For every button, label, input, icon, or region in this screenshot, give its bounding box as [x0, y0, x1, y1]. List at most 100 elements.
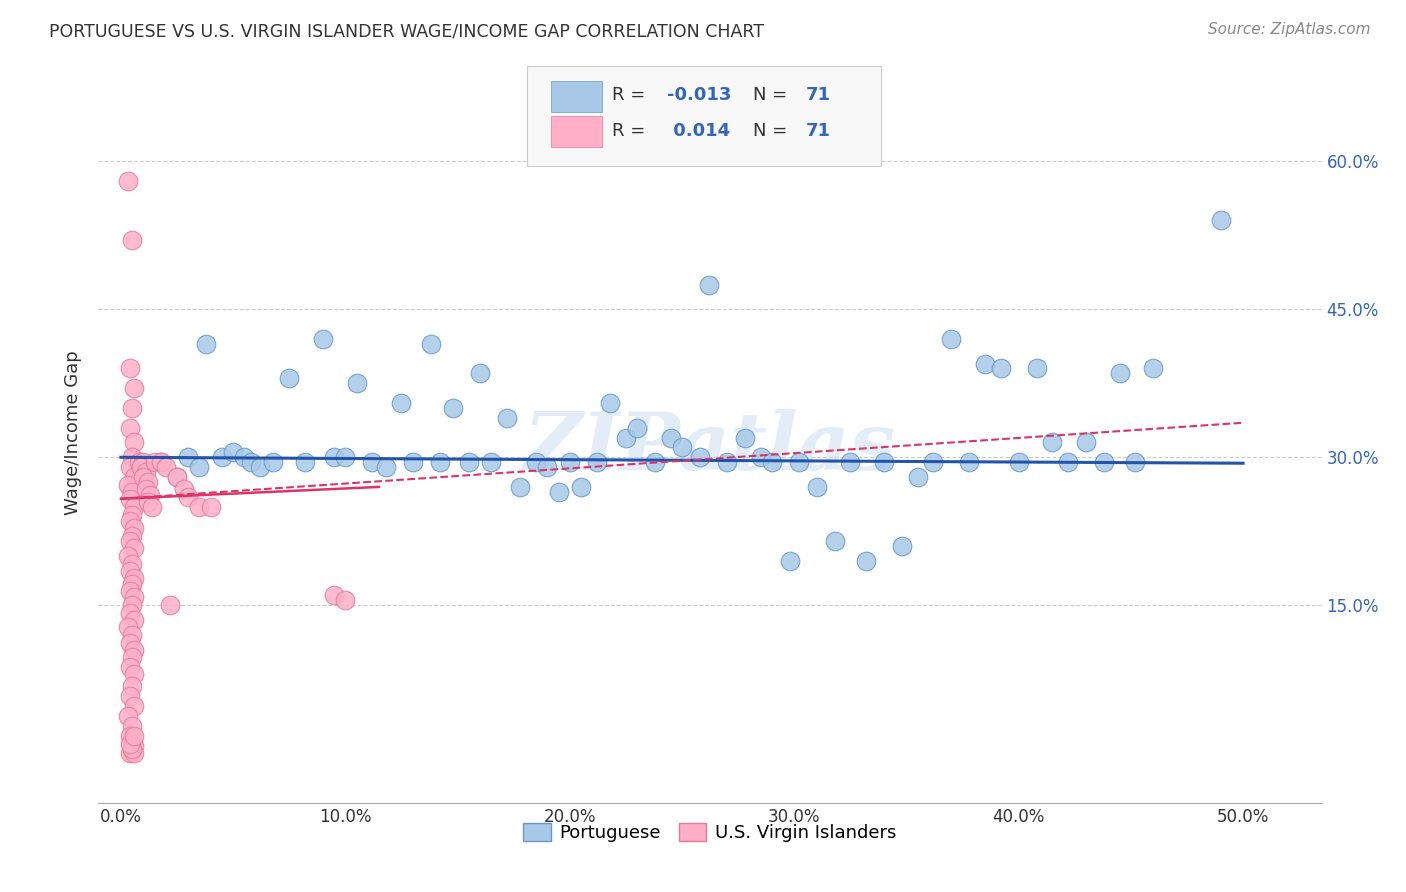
- Text: N =: N =: [752, 86, 793, 104]
- Point: [401, 455, 423, 469]
- Point: [614, 431, 637, 445]
- Point: [121, 508, 143, 522]
- Point: [922, 455, 945, 469]
- Point: [118, 607, 141, 621]
- Point: [124, 613, 146, 627]
- Point: [124, 470, 146, 484]
- Point: [1074, 435, 1097, 450]
- Point: [118, 747, 141, 761]
- Point: [166, 470, 188, 484]
- Point: [233, 450, 256, 465]
- Point: [346, 376, 368, 391]
- Legend: Portuguese, U.S. Virgin Islanders: Portuguese, U.S. Virgin Islanders: [516, 815, 904, 849]
- Point: [457, 455, 479, 469]
- Point: [121, 576, 143, 591]
- Point: [211, 450, 233, 465]
- Point: [118, 583, 141, 598]
- Point: [671, 441, 693, 455]
- Point: [1108, 367, 1130, 381]
- Point: [124, 541, 146, 555]
- Point: [335, 450, 357, 465]
- Point: [263, 455, 285, 469]
- Point: [124, 521, 146, 535]
- Point: [124, 747, 146, 761]
- Point: [374, 460, 396, 475]
- Point: [136, 494, 159, 508]
- Point: [177, 450, 200, 465]
- Point: [141, 500, 163, 514]
- Point: [419, 336, 441, 351]
- Point: [990, 361, 1012, 376]
- FancyBboxPatch shape: [551, 116, 602, 147]
- Point: [117, 174, 139, 188]
- Text: ZIPatlas: ZIPatlas: [524, 409, 896, 486]
- Point: [128, 455, 150, 469]
- Point: [524, 455, 547, 469]
- Text: PORTUGUESE VS U.S. VIRGIN ISLANDER WAGE/INCOME GAP CORRELATION CHART: PORTUGUESE VS U.S. VIRGIN ISLANDER WAGE/…: [49, 22, 765, 40]
- Point: [124, 591, 146, 605]
- Point: [1209, 213, 1232, 227]
- Point: [441, 401, 464, 415]
- Point: [468, 367, 491, 381]
- Point: [118, 729, 141, 743]
- Text: 71: 71: [806, 86, 831, 104]
- Point: [117, 620, 139, 634]
- Point: [839, 455, 862, 469]
- Point: [177, 490, 200, 504]
- Point: [121, 599, 143, 613]
- Point: [323, 589, 346, 603]
- Point: [761, 455, 783, 469]
- Point: [150, 455, 173, 469]
- Point: [135, 482, 157, 496]
- Point: [121, 233, 143, 247]
- Point: [118, 420, 141, 434]
- Point: [124, 739, 146, 753]
- Point: [118, 689, 141, 703]
- Point: [547, 484, 569, 499]
- Point: [132, 470, 155, 484]
- Point: [294, 455, 316, 469]
- Point: [335, 593, 357, 607]
- Point: [129, 460, 152, 475]
- Point: [173, 482, 195, 496]
- Point: [509, 480, 531, 494]
- Point: [278, 371, 301, 385]
- Point: [118, 460, 141, 475]
- Point: [644, 455, 666, 469]
- Point: [118, 361, 141, 376]
- Point: [121, 679, 143, 693]
- Point: [974, 357, 997, 371]
- Point: [941, 332, 963, 346]
- Point: [659, 431, 682, 445]
- Point: [907, 470, 929, 484]
- Point: [249, 460, 271, 475]
- Point: [361, 455, 384, 469]
- Point: [200, 500, 222, 514]
- Point: [689, 450, 711, 465]
- Point: [749, 450, 772, 465]
- Point: [136, 475, 159, 489]
- Point: [855, 554, 877, 568]
- Point: [118, 564, 141, 578]
- Point: [143, 455, 166, 469]
- Text: 0.014: 0.014: [668, 122, 730, 140]
- Point: [121, 719, 143, 733]
- Point: [957, 455, 980, 469]
- Point: [734, 431, 756, 445]
- Point: [1007, 455, 1029, 469]
- Point: [479, 455, 502, 469]
- Point: [391, 396, 413, 410]
- Point: [124, 667, 146, 681]
- Point: [779, 554, 801, 568]
- Point: [118, 737, 141, 751]
- Point: [806, 480, 828, 494]
- Point: [139, 488, 162, 502]
- Point: [240, 455, 263, 469]
- Point: [118, 534, 141, 549]
- Point: [873, 455, 896, 469]
- Point: [1125, 455, 1147, 469]
- Point: [117, 478, 139, 492]
- Point: [1092, 455, 1115, 469]
- Point: [1040, 435, 1063, 450]
- Point: [150, 455, 173, 469]
